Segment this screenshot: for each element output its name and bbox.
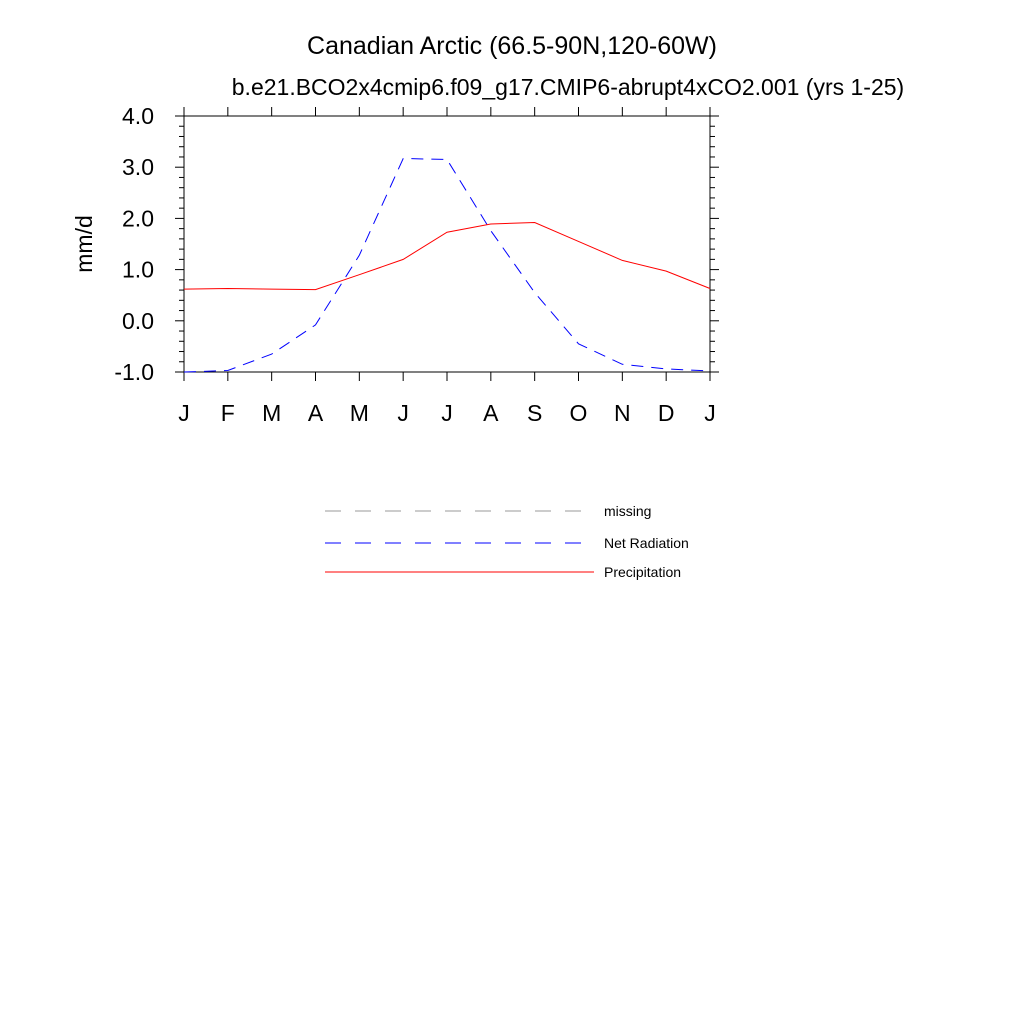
plot-frame [183, 115, 711, 373]
y-axis-label: mm/d [71, 215, 97, 273]
x-tick-label: F [221, 400, 235, 426]
legend-label: Precipitation [604, 564, 681, 580]
x-tick-label: J [441, 400, 453, 426]
y-tick-label: 2.0 [122, 205, 154, 231]
x-tick-label: J [704, 400, 716, 426]
y-tick-label: 1.0 [122, 257, 154, 283]
x-tick-label: J [178, 400, 190, 426]
x-tick-label: M [350, 400, 369, 426]
y-tick-label: -1.0 [114, 359, 154, 385]
chart-subtitle: b.e21.BCO2x4cmip6.f09_g17.CMIP6-abrupt4x… [232, 74, 904, 100]
y-tick-label: 4.0 [122, 103, 154, 129]
series-line-precipitation [183, 221, 711, 291]
x-tick-label: D [658, 400, 675, 426]
legend: missing Net Radiation Precipitation [325, 503, 689, 580]
x-tick-label: A [308, 400, 324, 426]
legend-label: Net Radiation [604, 535, 689, 551]
x-tick-label: O [570, 400, 588, 426]
y-tick-label: 0.0 [122, 308, 154, 334]
x-tick-label: N [614, 400, 631, 426]
series-line-net-radiation [183, 157, 711, 373]
y-ticks: -1.0 0.0 1.0 2.0 3.0 4.0 [114, 103, 719, 385]
x-tick-label: M [262, 400, 281, 426]
x-tick-label: S [527, 400, 542, 426]
x-tick-label: J [397, 400, 409, 426]
x-tick-label: A [483, 400, 499, 426]
series-group [183, 157, 711, 373]
y-tick-label: 3.0 [122, 154, 154, 180]
chart-title: Canadian Arctic (66.5-90N,120-60W) [307, 32, 717, 60]
legend-label: missing [604, 503, 651, 519]
